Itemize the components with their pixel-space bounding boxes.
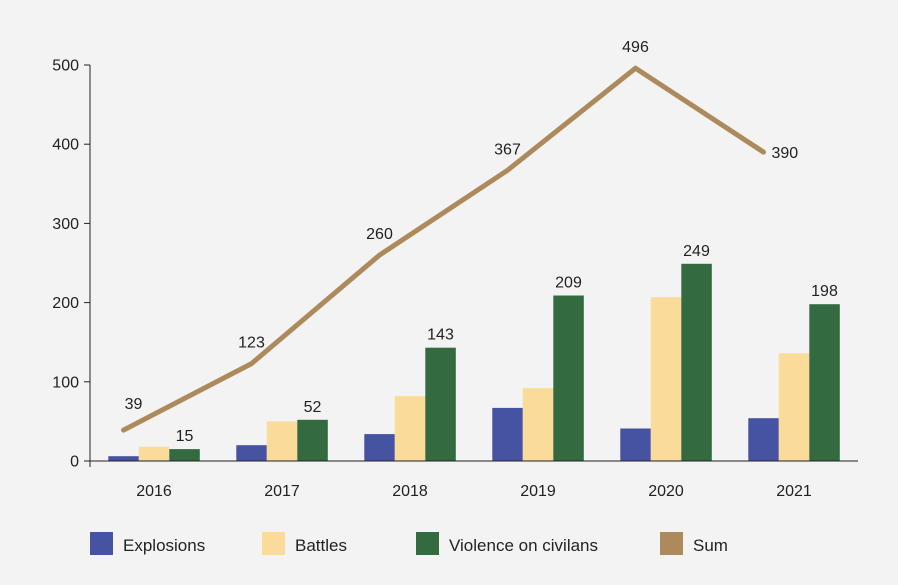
bar-violence-on-civilans-2017 <box>297 419 328 461</box>
y-tick-label-400: 400 <box>52 137 79 154</box>
bar-battles-2017 <box>266 421 298 461</box>
y-tick-label-300: 300 <box>52 216 79 233</box>
legend-label-violence-on-civilans: Violence on civilans <box>449 536 598 555</box>
data-label-violence-on-civilans-2018: 143 <box>427 327 454 344</box>
legend-item-battles: Battles <box>262 532 347 555</box>
bar-battles-2020 <box>650 297 682 461</box>
bar-violence-on-civilans-2018 <box>425 347 456 461</box>
legend: Explosions Battles Violence on civilans Sum <box>90 532 728 555</box>
legend-label-sum: Sum <box>693 536 728 555</box>
x-tick-label-2016: 2016 <box>136 483 172 500</box>
data-label-violence-on-civilans-2020: 249 <box>683 243 710 260</box>
legend-label-battles: Battles <box>295 536 347 555</box>
bar-violence-on-civilans-2019 <box>553 295 584 461</box>
bar-violence-on-civilans-2021 <box>809 304 840 461</box>
bar-battles-2016 <box>138 446 170 461</box>
line-layer <box>121 65 766 433</box>
x-tick-label-2018: 2018 <box>392 483 428 500</box>
data-label-violence-on-civilans-2019: 209 <box>555 275 582 292</box>
data-label-violence-on-civilans-2016: 15 <box>176 428 194 445</box>
line-sum <box>121 65 766 433</box>
bar-violence-on-civilans-2016 <box>169 449 200 461</box>
bar-explosions-2019 <box>492 407 523 461</box>
data-label-sum-2017: 123 <box>238 335 265 352</box>
legend-swatch-violence-on-civilans <box>416 532 439 555</box>
x-tick-label-2019: 2019 <box>520 483 556 500</box>
bar-battles-2019 <box>522 388 554 461</box>
legend-swatch-sum <box>660 532 683 555</box>
legend-item-sum: Sum <box>660 532 728 555</box>
bar-battles-2018 <box>394 396 426 461</box>
axes-layer: 0 100 200 300 400 500 2016 2017 2018 2019 2020 2021 <box>52 58 858 500</box>
data-label-sum-2018: 260 <box>366 226 393 243</box>
bar-explosions-2016 <box>108 456 139 461</box>
bar-explosions-2017 <box>236 445 267 461</box>
bar-explosions-2020 <box>620 428 651 461</box>
x-tick-label-2017: 2017 <box>264 483 300 500</box>
y-tick-label-500: 500 <box>52 58 79 75</box>
legend-item-explosions: Explosions <box>90 532 205 555</box>
legend-item-violence-on-civilans: Violence on civilans <box>416 532 598 555</box>
data-label-violence-on-civilans-2017: 52 <box>304 399 322 416</box>
legend-label-explosions: Explosions <box>123 536 205 555</box>
data-label-sum-2020: 496 <box>622 39 649 56</box>
bar-explosions-2021 <box>748 418 779 461</box>
legend-swatch-battles <box>262 532 285 555</box>
legend-swatch-explosions <box>90 532 113 555</box>
bar-battles-2021 <box>778 353 810 461</box>
bar-explosions-2018 <box>364 434 395 461</box>
data-label-sum-2019: 367 <box>494 141 521 158</box>
data-labels-layer: 15 52 143 209 249 198 39 123 260 367 496 390 <box>125 39 838 445</box>
y-tick-label-0: 0 <box>70 454 79 471</box>
x-tick-label-2021: 2021 <box>776 483 812 500</box>
x-tick-label-2020: 2020 <box>648 483 684 500</box>
bars-layer <box>108 263 840 461</box>
data-label-violence-on-civilans-2021: 198 <box>811 283 838 300</box>
y-tick-label-100: 100 <box>52 374 79 391</box>
data-label-sum-2021: 390 <box>772 145 799 162</box>
bar-violence-on-civilans-2020 <box>681 263 712 461</box>
y-tick-label-200: 200 <box>52 295 79 312</box>
data-label-sum-2016: 39 <box>125 396 143 413</box>
